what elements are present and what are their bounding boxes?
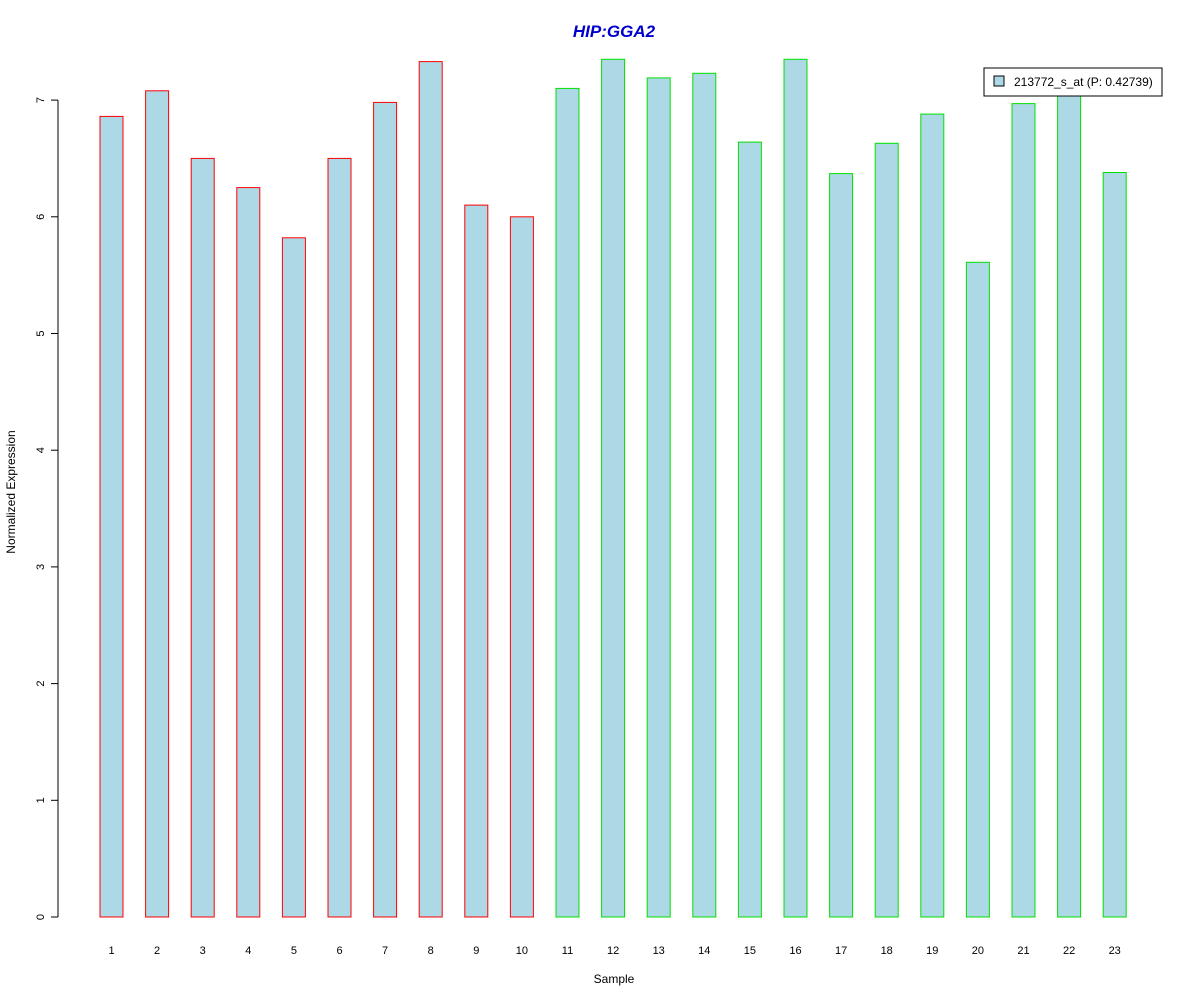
x-tick-label: 13 [653,945,665,957]
bar-sample-17 [829,173,854,918]
bar-sample-1 [99,115,124,918]
x-tick-label: 7 [382,945,388,957]
y-axis-label: Normalized Expression [4,430,18,553]
x-tick-label: 17 [835,945,847,957]
x-tick-label: 19 [926,945,938,957]
x-tick-label: 1 [108,945,114,957]
x-tick-label: 14 [698,945,710,957]
y-tick-label: 0 [35,914,47,920]
y-tick-label: 5 [35,330,47,336]
bar-sample-13 [646,77,671,918]
x-tick-label: 15 [744,945,756,957]
bars-group [99,58,1127,918]
y-tick-label: 1 [35,797,47,803]
x-tick-label: 6 [336,945,342,957]
x-tick-label: 22 [1063,945,1075,957]
bar-sample-9 [464,204,489,918]
x-axis-label: Sample [594,972,635,986]
bar-sample-20 [965,261,990,918]
y-tick-label: 3 [35,564,47,570]
bar-sample-6 [327,157,352,918]
y-tick-label: 2 [35,681,47,687]
bar-sample-21 [1011,103,1036,918]
x-tick-label: 2 [154,945,160,957]
y-tick-label: 7 [35,97,47,103]
bar-sample-5 [281,237,306,918]
x-tick-label: 8 [428,945,434,957]
bar-sample-7 [373,101,398,918]
x-tick-label: 5 [291,945,297,957]
bar-sample-2 [145,90,170,918]
bar-sample-8 [418,61,443,918]
x-tick-label: 12 [607,945,619,957]
legend-label: 213772_s_at (P: 0.42739) [1014,75,1153,89]
bar-sample-4 [236,187,261,918]
bar-sample-14 [692,72,717,918]
bar-sample-19 [920,113,945,918]
x-tick-label: 3 [200,945,206,957]
bar-sample-18 [874,142,899,918]
bar-sample-3 [190,157,215,918]
bar-sample-22 [1057,93,1082,918]
x-axis-tick-labels: 1 2 3 4 5 6 7 8 9 10 11 12 13 14 15 16 17 18 19 20 21 22 23 [108,945,1120,957]
x-tick-label: 10 [516,945,528,957]
bar-sample-12 [601,58,626,918]
bar-sample-10 [509,216,534,918]
x-tick-label: 23 [1109,945,1121,957]
bar-sample-15 [737,141,762,918]
x-tick-label: 11 [562,945,573,957]
y-tick-label: 6 [35,214,47,220]
y-axis: 0 1 2 3 4 5 6 7 [35,97,59,920]
legend: 213772_s_at (P: 0.42739) [983,67,1163,97]
bar-sample-11 [555,87,580,918]
x-tick-label: 9 [473,945,479,957]
x-tick-label: 4 [245,945,251,957]
x-tick-label: 18 [881,945,893,957]
x-tick-label: 20 [972,945,984,957]
x-tick-label: 16 [789,945,801,957]
bar-sample-23 [1102,172,1127,918]
y-tick-label: 4 [35,447,47,453]
x-tick-label: 21 [1017,945,1029,957]
bar-sample-16 [783,58,808,918]
legend-swatch [993,75,1005,87]
chart-title: HIP:GGA2 [573,22,656,41]
legend-box [983,67,1163,97]
